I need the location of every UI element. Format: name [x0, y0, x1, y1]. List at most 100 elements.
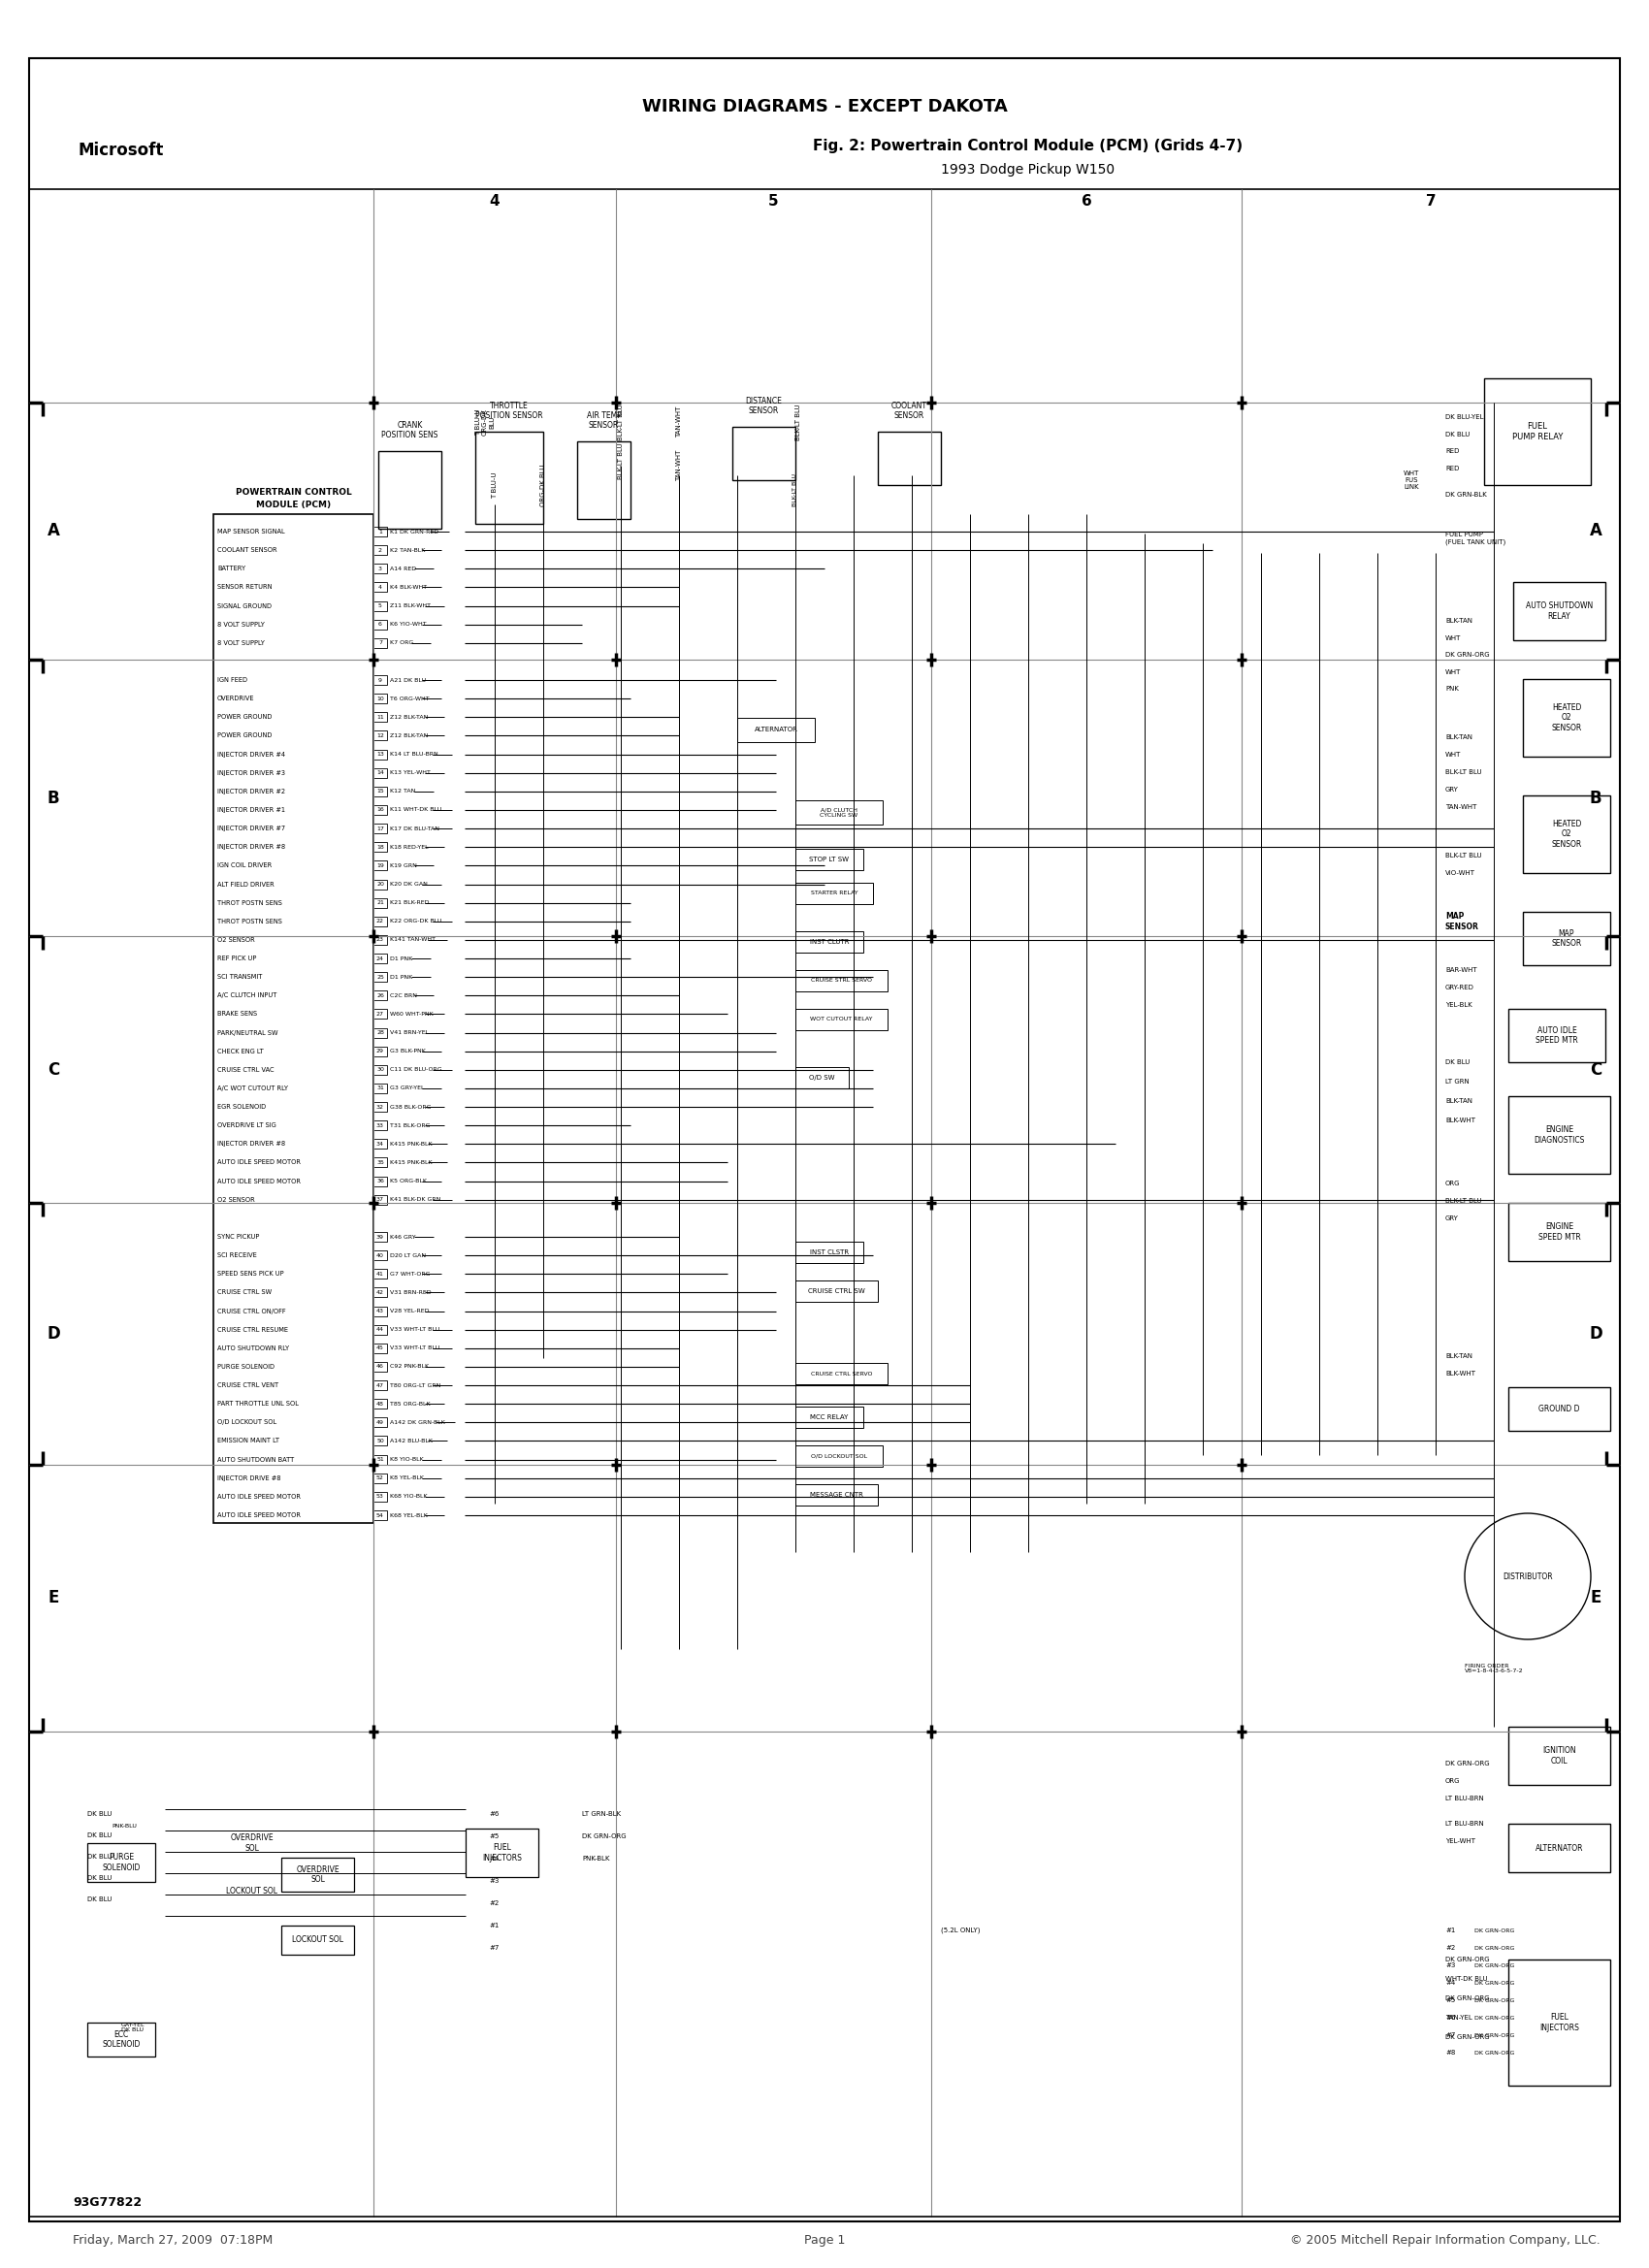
- Bar: [373, 916, 388, 925]
- Text: INJECTOR DRIVER #1: INJECTOR DRIVER #1: [218, 807, 285, 812]
- Bar: [373, 1492, 388, 1501]
- Bar: [373, 730, 388, 742]
- Text: K6 YIO-WHT: K6 YIO-WHT: [389, 621, 427, 626]
- Text: K7 ORG: K7 ORG: [389, 640, 414, 646]
- Text: D: D: [46, 1325, 59, 1343]
- Text: LT BLU-BRN: LT BLU-BRN: [1445, 1821, 1484, 1826]
- Bar: [373, 1270, 388, 1279]
- Bar: [373, 1157, 388, 1168]
- Bar: [373, 583, 388, 592]
- Text: K13 YEL-WHT: K13 YEL-WHT: [389, 771, 430, 776]
- Text: AIR TEMP
SENSOR: AIR TEMP SENSOR: [587, 411, 622, 429]
- Text: WIRING DIAGRAMS - EXCEPT DAKOTA: WIRING DIAGRAMS - EXCEPT DAKOTA: [641, 98, 1008, 116]
- Bar: [373, 1250, 388, 1261]
- Bar: [737, 719, 815, 742]
- Text: INST CLSTR: INST CLSTR: [810, 1250, 849, 1254]
- Text: 34: 34: [376, 1141, 384, 1145]
- Bar: [373, 973, 388, 982]
- Text: CHECK ENG LT: CHECK ENG LT: [218, 1048, 264, 1055]
- Text: INJECTOR DRIVE #8: INJECTOR DRIVE #8: [218, 1474, 280, 1481]
- Text: EGR SOLENOID: EGR SOLENOID: [218, 1105, 265, 1109]
- Text: DK GRN-ORG: DK GRN-ORG: [1445, 1996, 1489, 2000]
- Text: PNK-BLK: PNK-BLK: [582, 1855, 610, 1862]
- Text: DK GRN-ORG: DK GRN-ORG: [1474, 2050, 1514, 2055]
- Bar: [1509, 1202, 1609, 1261]
- Text: 33: 33: [376, 1123, 384, 1127]
- Bar: [732, 426, 795, 481]
- Text: 23: 23: [376, 937, 384, 941]
- Text: 53: 53: [376, 1495, 384, 1499]
- Bar: [373, 898, 388, 907]
- Text: G3 GRY-YEL: G3 GRY-YEL: [389, 1086, 424, 1091]
- Text: B: B: [48, 789, 59, 807]
- Text: 32: 32: [376, 1105, 384, 1109]
- Bar: [373, 1325, 388, 1334]
- Text: T85 ORG-BLK: T85 ORG-BLK: [389, 1402, 430, 1406]
- Text: 11: 11: [376, 714, 384, 719]
- Text: 6: 6: [378, 621, 383, 626]
- Text: 1: 1: [378, 528, 383, 533]
- Text: BLK-WHT: BLK-WHT: [1445, 1370, 1476, 1377]
- Text: #3: #3: [490, 1878, 500, 1885]
- Bar: [373, 1066, 388, 1075]
- Bar: [795, 1009, 887, 1030]
- Text: MAP SENSOR SIGNAL: MAP SENSOR SIGNAL: [218, 528, 285, 535]
- Text: Fig. 2: Powertrain Control Module (PCM) (Grids 4-7): Fig. 2: Powertrain Control Module (PCM) …: [813, 138, 1243, 152]
- Text: LOCKOUT SOL: LOCKOUT SOL: [226, 1887, 279, 1896]
- Text: DK BLU: DK BLU: [87, 1853, 112, 1860]
- Text: T BLU-U: T BLU-U: [491, 472, 498, 499]
- Text: A/D CLUTCH
CYCLING SW: A/D CLUTCH CYCLING SW: [820, 807, 857, 819]
- Text: V33 WHT-LT BLU: V33 WHT-LT BLU: [389, 1327, 440, 1331]
- Text: WHT
FUS
LINK: WHT FUS LINK: [1403, 469, 1420, 490]
- Bar: [373, 619, 388, 628]
- Text: E: E: [48, 1590, 59, 1608]
- Bar: [373, 1361, 388, 1372]
- Text: DK GRN-ORG: DK GRN-ORG: [1445, 1957, 1489, 1962]
- Text: T BLU-U
ORG-DK
BLU: T BLU-U ORG-DK BLU: [475, 408, 495, 435]
- Text: 50: 50: [376, 1438, 384, 1442]
- Text: #7: #7: [490, 1946, 500, 1950]
- Bar: [1509, 1960, 1609, 2087]
- Text: 13: 13: [376, 753, 384, 758]
- Text: Z12 BLK-TAN: Z12 BLK-TAN: [389, 733, 429, 737]
- Bar: [795, 1066, 849, 1089]
- Text: K415 PNK-BLK: K415 PNK-BLK: [389, 1141, 432, 1145]
- Text: STARTER RELAY: STARTER RELAY: [811, 891, 857, 896]
- Text: INJECTOR DRIVER #4: INJECTOR DRIVER #4: [218, 751, 285, 758]
- Text: K20 DK GAN: K20 DK GAN: [389, 882, 427, 887]
- Text: 27: 27: [376, 1012, 384, 1016]
- Text: 7: 7: [1426, 195, 1436, 209]
- Text: C: C: [1590, 1061, 1601, 1077]
- Text: ENGINE
SPEED MTR: ENGINE SPEED MTR: [1539, 1222, 1580, 1241]
- Text: K68 YIO-BLK: K68 YIO-BLK: [389, 1495, 427, 1499]
- Text: DISTRIBUTOR: DISTRIBUTOR: [1502, 1572, 1553, 1581]
- Text: INJECTOR DRIVER #7: INJECTOR DRIVER #7: [218, 826, 285, 832]
- Bar: [373, 1102, 388, 1111]
- Text: K18 RED-YEL: K18 RED-YEL: [389, 844, 429, 850]
- Bar: [1484, 379, 1591, 485]
- Text: GAY-YEL
DK BLU: GAY-YEL DK BLU: [122, 2023, 145, 2032]
- Text: INJECTOR DRIVER #3: INJECTOR DRIVER #3: [218, 769, 285, 776]
- Text: 26: 26: [376, 993, 384, 998]
- Text: DK BLU: DK BLU: [87, 1876, 112, 1880]
- Text: BLK-LT BLU: BLK-LT BLU: [1445, 769, 1482, 776]
- Text: POWER GROUND: POWER GROUND: [218, 733, 272, 739]
- Text: 36: 36: [376, 1179, 384, 1184]
- Bar: [373, 748, 388, 760]
- Text: CRUISE CTRL SERVO: CRUISE CTRL SERVO: [811, 1372, 872, 1377]
- Text: ENGINE
DIAGNOSTICS: ENGINE DIAGNOSTICS: [1534, 1125, 1585, 1145]
- Bar: [373, 637, 388, 649]
- Text: DK BLU: DK BLU: [1445, 431, 1469, 438]
- Text: OVERDRIVE: OVERDRIVE: [218, 696, 254, 701]
- Bar: [282, 1857, 355, 1892]
- Bar: [373, 1084, 388, 1093]
- Text: DK GRN-ORG: DK GRN-ORG: [1474, 2016, 1514, 2021]
- Bar: [373, 1232, 388, 1241]
- Text: MODULE (PCM): MODULE (PCM): [256, 499, 331, 508]
- Text: 9: 9: [378, 678, 383, 683]
- Text: #1: #1: [490, 1923, 500, 1928]
- Text: SIGNAL GROUND: SIGNAL GROUND: [218, 603, 272, 608]
- Text: A: A: [48, 522, 59, 540]
- Bar: [795, 1483, 877, 1506]
- Text: PARK/NEUTRAL SW: PARK/NEUTRAL SW: [218, 1030, 279, 1036]
